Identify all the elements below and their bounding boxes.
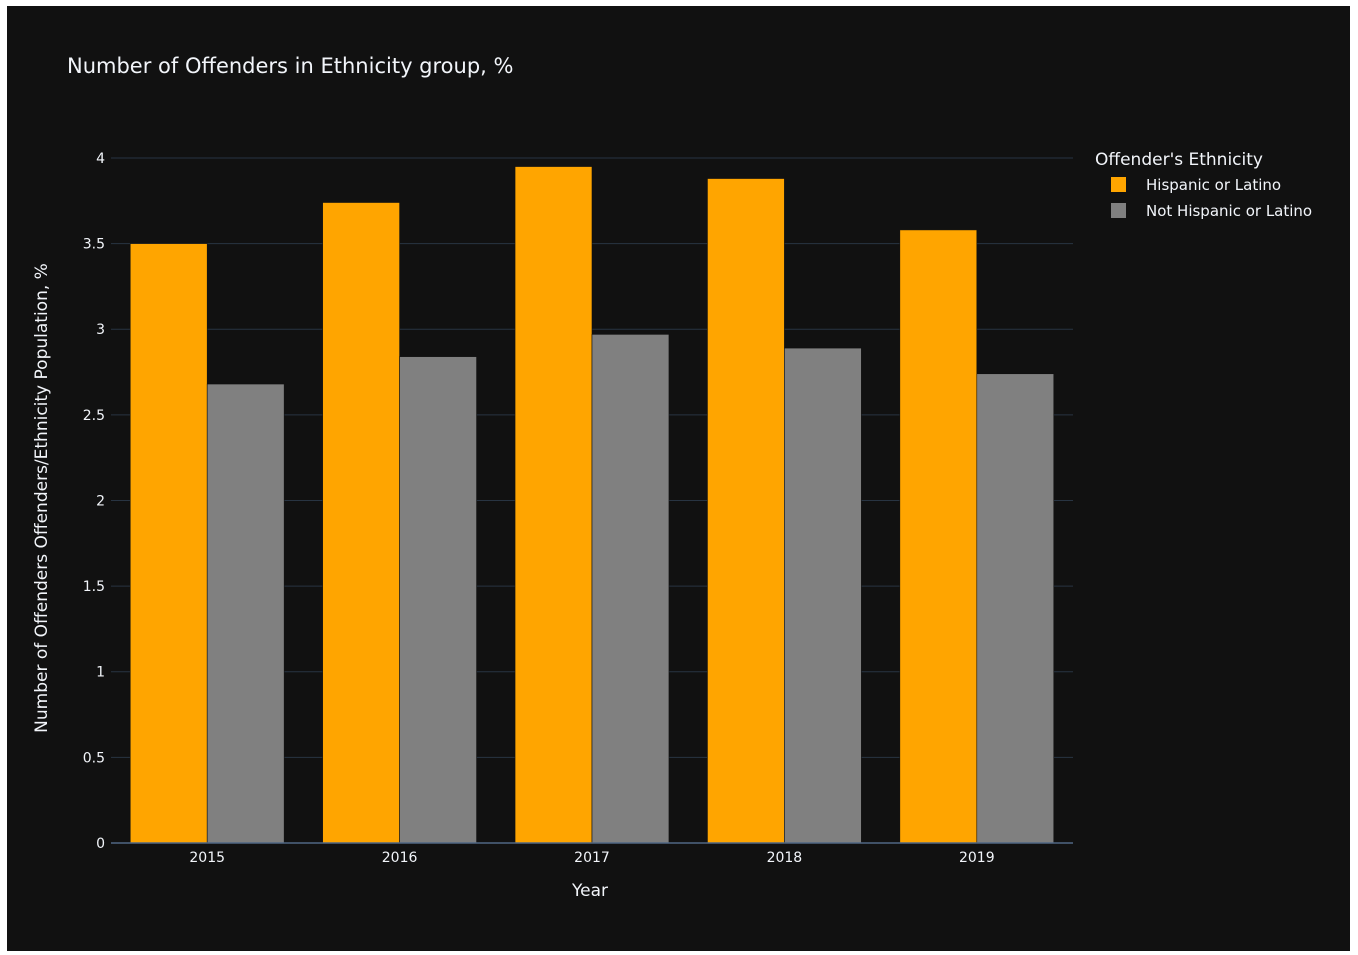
y-tick-label: 0.5 bbox=[83, 750, 105, 766]
x-tick-label: 2015 bbox=[189, 850, 225, 866]
y-tick-label: 1 bbox=[96, 665, 105, 681]
y-axis-title: Number of Offenders Offenders/Ethnicity … bbox=[32, 263, 52, 733]
legend-item-hispanic[interactable]: Hispanic or Latino bbox=[1111, 176, 1281, 194]
bar-hispanic-2018[interactable] bbox=[707, 178, 785, 844]
bar-hispanic-2015[interactable] bbox=[129, 243, 208, 844]
legend: Offender's Ethnicity Hispanic or Latino … bbox=[1095, 150, 1312, 220]
bar-hispanic-2019[interactable] bbox=[899, 229, 978, 844]
bars bbox=[129, 166, 1055, 844]
x-tick-label: 2017 bbox=[574, 850, 610, 866]
y-tick-label: 2 bbox=[96, 493, 105, 509]
bar-not-hispanic-2016[interactable] bbox=[399, 356, 477, 844]
legend-title: Offender's Ethnicity bbox=[1095, 150, 1263, 170]
y-tick-label: 0 bbox=[96, 836, 105, 852]
chart-title: Number of Offenders in Ethnicity group, … bbox=[67, 54, 513, 78]
x-tick-label: 2019 bbox=[959, 850, 995, 866]
bar-hispanic-2017[interactable] bbox=[514, 166, 593, 844]
x-axis-title: Year bbox=[571, 881, 608, 901]
x-tick-labels: 2015 2016 2017 2018 2019 bbox=[189, 850, 994, 866]
chart-frame: 0 0.5 1 1.5 2 2.5 3 3.5 4 2015 2016 2017 2018 2019 N… bbox=[7, 6, 1350, 951]
chart: 0 0.5 1 1.5 2 2.5 3 3.5 4 2015 2016 2017 2018 2019 N… bbox=[32, 54, 1312, 901]
x-tick-label: 2018 bbox=[767, 850, 803, 866]
legend-swatch bbox=[1111, 177, 1126, 192]
legend-swatch bbox=[1111, 203, 1126, 218]
bar-hispanic-2016[interactable] bbox=[322, 202, 400, 844]
y-tick-label: 4 bbox=[96, 151, 105, 167]
bar-not-hispanic-2019[interactable] bbox=[976, 373, 1055, 844]
bar-not-hispanic-2017[interactable] bbox=[591, 334, 670, 844]
y-tick-label: 3 bbox=[96, 322, 105, 338]
bar-not-hispanic-2018[interactable] bbox=[784, 347, 862, 844]
y-tick-labels: 0 0.5 1 1.5 2 2.5 3 3.5 4 bbox=[83, 151, 105, 852]
legend-item-not-hispanic[interactable]: Not Hispanic or Latino bbox=[1111, 202, 1312, 220]
x-tick-label: 2016 bbox=[382, 850, 418, 866]
bar-not-hispanic-2015[interactable] bbox=[206, 383, 285, 844]
legend-label: Hispanic or Latino bbox=[1146, 176, 1281, 194]
y-tick-label: 3.5 bbox=[83, 237, 105, 253]
y-tick-label: 1.5 bbox=[83, 579, 105, 595]
legend-label: Not Hispanic or Latino bbox=[1146, 202, 1312, 220]
y-tick-label: 2.5 bbox=[83, 408, 105, 424]
